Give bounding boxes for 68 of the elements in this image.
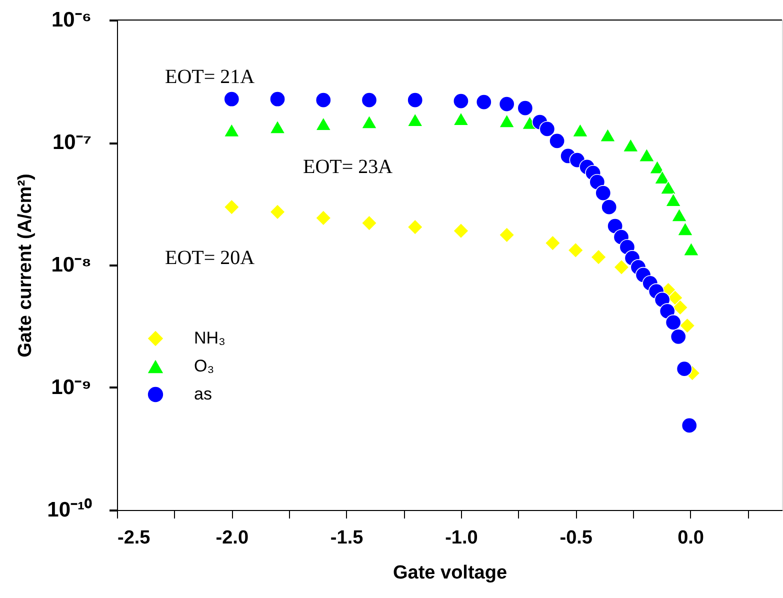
x-tick-label: -1.0 <box>445 528 478 548</box>
x-tick-label: -2.0 <box>216 528 249 548</box>
point <box>679 318 696 334</box>
point <box>224 91 240 108</box>
annotation: EOT= 21A <box>165 66 256 88</box>
y-tick-label: 10⁻⁶ <box>51 8 92 32</box>
point <box>407 112 424 127</box>
point <box>407 219 424 236</box>
point <box>498 226 515 243</box>
point <box>498 96 515 112</box>
annotation: EOT= 23A <box>303 156 394 178</box>
point <box>270 120 286 134</box>
point <box>315 92 332 108</box>
point <box>452 112 469 126</box>
point <box>665 192 682 207</box>
point <box>270 204 286 220</box>
point <box>549 132 566 149</box>
y-tick-label: 10⁻¹⁰ <box>47 498 92 522</box>
point <box>672 300 688 316</box>
point <box>660 180 676 194</box>
point <box>670 328 686 345</box>
point <box>622 138 639 152</box>
point <box>498 114 515 128</box>
point <box>517 100 534 116</box>
point <box>315 116 332 131</box>
point <box>667 290 684 306</box>
point <box>407 92 424 108</box>
point <box>544 235 561 252</box>
point <box>607 218 624 234</box>
point <box>539 120 556 137</box>
point <box>601 199 618 216</box>
point <box>568 242 584 258</box>
point <box>649 160 666 174</box>
point <box>681 417 698 434</box>
point <box>476 94 492 110</box>
x-tick-label: -2.5 <box>118 528 151 548</box>
point <box>665 314 682 330</box>
point <box>361 92 378 108</box>
point <box>683 242 700 256</box>
point <box>600 128 616 142</box>
legend-label: as <box>194 384 212 404</box>
point <box>452 222 469 239</box>
legend-label: NH₃ <box>194 328 226 348</box>
legend-label: O₃ <box>194 356 214 376</box>
point <box>224 123 240 138</box>
y-tick-label: 10⁻⁹ <box>51 376 92 399</box>
point <box>676 360 692 377</box>
x-axis-title: Gate voltage <box>392 562 508 584</box>
point <box>595 185 612 201</box>
point <box>270 91 286 108</box>
x-tick-label: -0.5 <box>560 528 593 548</box>
point <box>677 222 694 236</box>
x-tick-label: 0.0 <box>678 528 704 548</box>
y-tick-label: 10⁻⁷ <box>52 131 92 154</box>
annotation: EOT= 20A <box>165 247 256 269</box>
point <box>315 210 332 226</box>
x-tick-label: -1.5 <box>330 528 364 548</box>
y-axis-title: Gate current (A/cm²) <box>15 174 36 358</box>
point <box>671 208 688 222</box>
point <box>572 123 588 138</box>
point <box>361 115 378 129</box>
point <box>361 215 378 232</box>
point <box>590 249 607 266</box>
point <box>638 148 655 162</box>
point <box>224 199 240 216</box>
point <box>452 93 469 110</box>
y-tick-label: 10⁻⁸ <box>51 254 92 276</box>
point <box>614 259 630 276</box>
